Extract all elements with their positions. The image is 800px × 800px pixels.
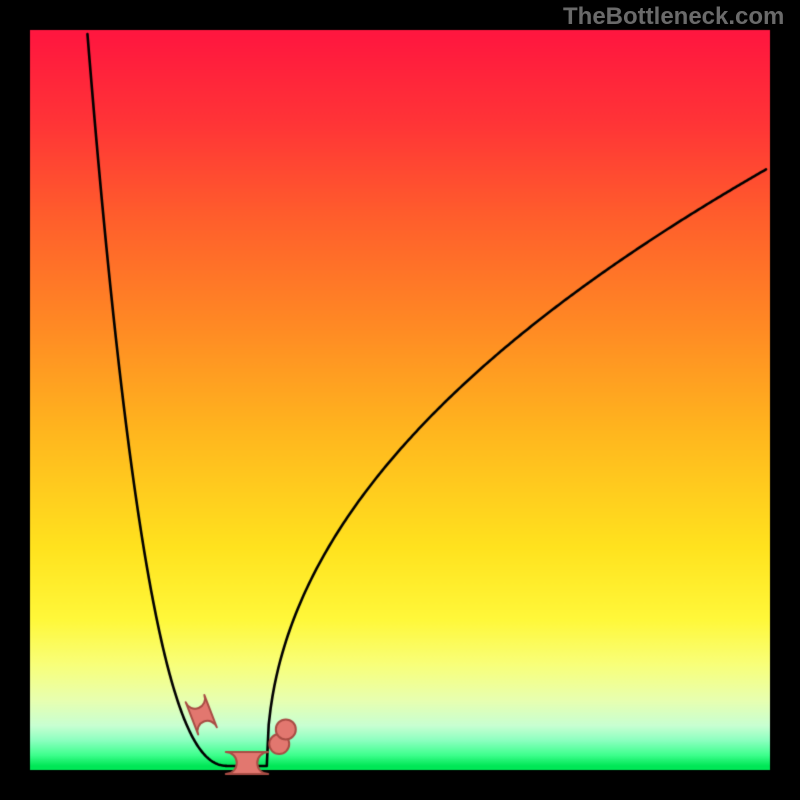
watermark-label: TheBottleneck.com	[563, 3, 784, 31]
chart-stage: TheBottleneck.com	[0, 0, 800, 800]
bottleneck-curve-chart	[0, 0, 800, 800]
